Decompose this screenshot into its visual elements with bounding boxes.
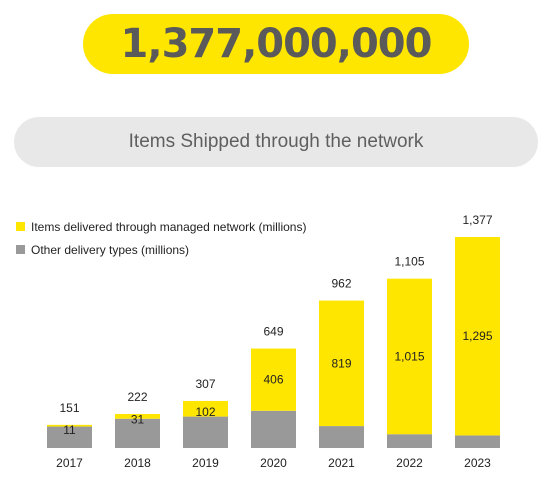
x-tick-2021: 2021 (328, 456, 355, 470)
legend-label-other: Other delivery types (millions) (31, 243, 189, 257)
value-label-2022: 1,015 (394, 349, 424, 363)
bar-other-2021 (319, 426, 364, 448)
value-label-2018: 31 (131, 412, 145, 426)
x-tick-2019: 2019 (192, 456, 219, 470)
bar-managed-2023 (455, 237, 500, 436)
value-label-2023: 1,295 (462, 329, 492, 343)
total-label-2020: 649 (263, 325, 283, 339)
value-label-2017: 11 (63, 423, 76, 437)
total-label-2022: 1,105 (394, 255, 424, 269)
bar-other-2018 (115, 418, 160, 448)
legend-label-managed: Items delivered through managed network … (31, 220, 306, 234)
total-label-2019: 307 (195, 377, 215, 391)
bar-managed-2017 (47, 424, 92, 427)
total-label-2018: 222 (127, 390, 147, 404)
bar-other-2020 (251, 410, 296, 448)
bar-other-2023 (455, 435, 500, 448)
x-tick-2020: 2020 (260, 456, 287, 470)
bar-managed-2022 (387, 278, 432, 435)
bar-managed-2019 (183, 400, 228, 417)
headline-total: 1,377,000,000 (83, 14, 469, 74)
bar-other-2017 (47, 426, 92, 448)
legend-swatch-other (16, 245, 25, 254)
value-label-2021: 819 (331, 356, 351, 370)
total-label-2021: 962 (331, 277, 351, 291)
x-tick-2023: 2023 (464, 456, 491, 470)
total-label-2017: 151 (59, 401, 79, 415)
bars: 11 151 2017 31 222 2018 102 307 2019 406 649 2020 81… (47, 213, 500, 470)
x-tick-2017: 2017 (56, 456, 83, 470)
x-tick-2022: 2022 (396, 456, 423, 470)
bar-managed-2018 (115, 413, 160, 419)
value-label-2019: 102 (195, 405, 215, 419)
x-tick-2018: 2018 (124, 456, 151, 470)
chart-subtitle: Items Shipped through the network (14, 117, 538, 167)
bar-other-2022 (387, 434, 432, 448)
value-label-2020: 406 (263, 373, 283, 387)
bar-managed-2020 (251, 348, 296, 411)
bar-other-2019 (183, 416, 228, 448)
legend-swatch-managed (16, 222, 25, 231)
legend: Items delivered through managed network … (16, 220, 306, 257)
total-label-2023: 1,377 (462, 213, 492, 227)
bar-managed-2021 (319, 300, 364, 427)
